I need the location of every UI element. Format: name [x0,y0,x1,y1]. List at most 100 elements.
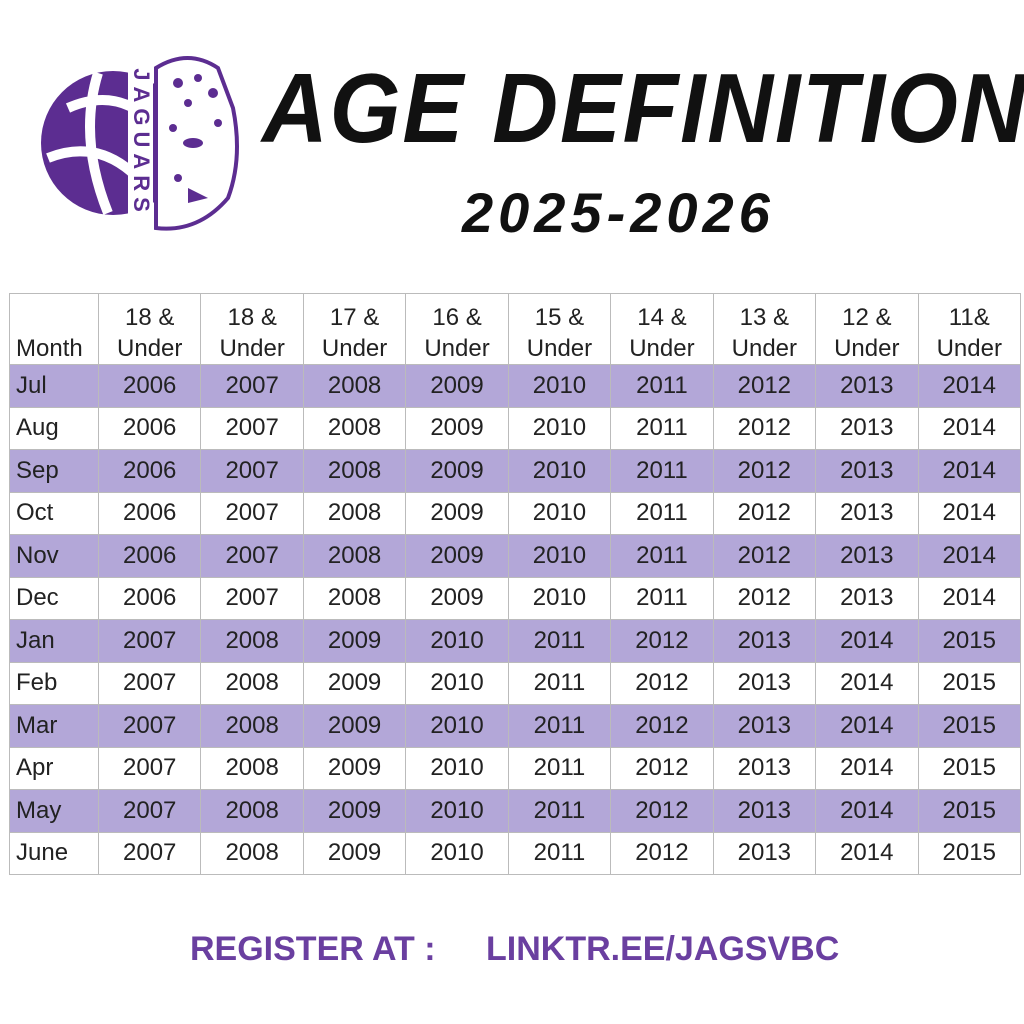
divider [128,48,153,238]
year-cell: 2015 [917,789,1021,833]
year-cell: 2008 [302,534,407,578]
year-cell: 2006 [97,534,202,578]
year-cell: 2007 [97,661,202,705]
column-header-text: 13 & Under [731,304,798,362]
year-cell: 2008 [200,619,304,663]
year-cell: 2008 [200,789,304,833]
year-cell: 2012 [610,746,714,790]
year-cell: 2010 [405,619,509,663]
year-cell: 2013 [712,619,817,663]
year-cell: 2009 [302,831,407,875]
year-cell: 2007 [97,704,202,748]
year-cell: 2007 [200,364,304,408]
year-cell: 2010 [405,831,509,875]
year-cell: 2008 [302,449,407,493]
month-cell: Sep [9,449,99,493]
year-cell: 2008 [200,831,304,875]
year-cell: 2012 [712,449,817,493]
year-cell: 2010 [507,364,612,408]
year-cell: 2011 [507,619,612,663]
logo-text: JAGUARS [129,68,154,218]
year-cell: 2013 [815,364,919,408]
year-cell: 2013 [712,789,817,833]
column-header: 18 & Under [97,293,202,365]
year-cell: 2011 [610,406,714,450]
month-cell: Apr [9,746,99,790]
year-cell: 2013 [815,449,919,493]
year-cell: 2012 [610,704,714,748]
table-row: Jul 2006 2007 2008 2009 2010 2011 2012 2013 2014 [9,364,1021,408]
year-cell: 2008 [302,491,407,535]
year-cell: 2009 [302,619,407,663]
year-cell: 2012 [712,406,817,450]
year-cell: 2012 [610,619,714,663]
column-header: 12 & Under [815,293,919,365]
year-cell: 2010 [507,534,612,578]
year-cell: 2009 [405,576,509,620]
year-cell: 2007 [97,789,202,833]
year-cell: 2014 [917,576,1021,620]
age-table: Month 18 & Under 18 & Under 17 & Under 16 & … [9,293,1021,875]
year-cell: 2014 [917,406,1021,450]
table-row: Sep 2006 2007 2008 2009 2010 2011 2012 2013 2014 [9,449,1021,493]
year-cell: 2012 [610,789,714,833]
year-cell: 2011 [507,704,612,748]
column-header-text: 18 & Under [117,304,183,362]
column-header: 13 & Under [712,293,817,365]
year-cell: 2014 [917,364,1021,408]
month-cell: May [9,789,99,833]
year-cell: 2014 [917,449,1021,493]
year-cell: 2013 [712,746,817,790]
year-cell: 2010 [507,576,612,620]
year-cell: 2013 [815,576,919,620]
year-cell: 2011 [610,491,714,535]
footer-link[interactable]: LINKTR.EE/JAGSVBC [486,930,840,968]
year-cell: 2007 [200,576,304,620]
year-cell: 2008 [302,406,407,450]
year-cell: 2006 [97,449,202,493]
month-cell: Dec [9,576,99,620]
title: AGE DEFINITION [262,53,1024,163]
year-cell: 2009 [302,789,407,833]
year-cell: 2010 [507,491,612,535]
year-cell: 2013 [815,406,919,450]
year-cell: 2010 [507,406,612,450]
year-cell: 2009 [405,534,509,578]
year-cell: 2015 [917,746,1021,790]
year-cell: 2012 [610,831,714,875]
year-cell: 2012 [712,534,817,578]
table-row: May 2007 2008 2009 2010 2011 2012 2013 2014 2015 [9,789,1021,833]
year-cell: 2006 [97,491,202,535]
month-cell: Nov [9,534,99,578]
table-row: Apr 2007 2008 2009 2010 2011 2012 2013 2014 2015 [9,746,1021,790]
year-cell: 2014 [917,534,1021,578]
year-cell: 2011 [507,661,612,705]
year-cell: 2008 [302,576,407,620]
year-cell: 2007 [200,449,304,493]
table-body: Jul 2006 2007 2008 2009 2010 2011 2012 2013 2014 A… [9,364,1021,875]
column-header-text: 11& Under [936,304,1002,362]
year-cell: 2010 [405,789,509,833]
year-cell: 2009 [405,364,509,408]
month-cell: Jul [9,364,99,408]
header-row: Month 18 & Under 18 & Under 17 & Under 16 & … [9,293,1021,365]
year-cell: 2007 [200,491,304,535]
year-cell: 2014 [815,746,919,790]
column-header: 16 & Under [405,293,509,365]
year-cell: 2011 [507,831,612,875]
year-cell: 2007 [97,831,202,875]
year-cell: 2013 [712,831,817,875]
year-cell: 2011 [610,534,714,578]
year-cell: 2006 [97,576,202,620]
column-header: 17 & Under [302,293,407,365]
table-row: Feb 2007 2008 2009 2010 2011 2012 2013 2014 2015 [9,661,1021,705]
year-cell: 2012 [712,364,817,408]
year-cell: 2015 [917,831,1021,875]
column-header: Month [9,293,99,365]
year-cell: 2011 [610,449,714,493]
year-cell: 2008 [200,704,304,748]
year-cell: 2014 [815,831,919,875]
column-header: 15 & Under [507,293,612,365]
column-header-text: 15 & Under [526,304,593,362]
year-cell: 2012 [610,661,714,705]
